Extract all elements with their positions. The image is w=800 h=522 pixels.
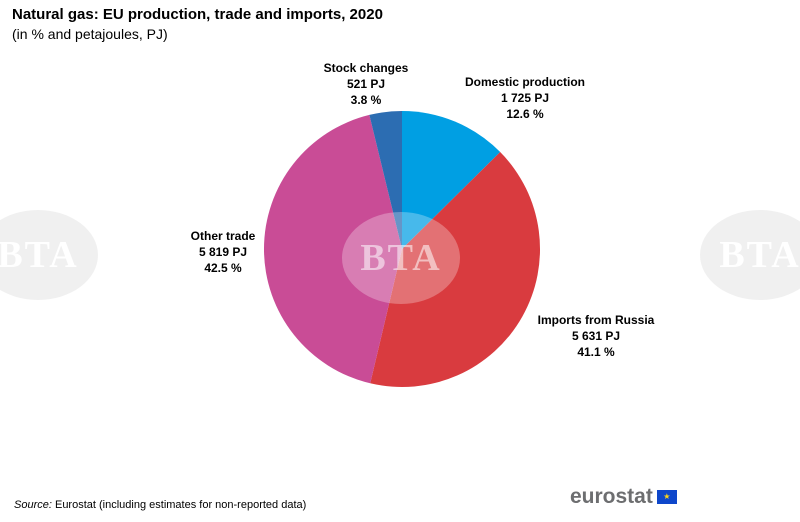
bta-watermark-right: BTA — [700, 210, 800, 300]
eurostat-logo: eurostat ★ — [570, 485, 677, 509]
pie-slice-other-trade — [263, 114, 402, 384]
chart-title: Natural gas: EU production, trade and im… — [12, 6, 383, 23]
source-note: Source: Eurostat (including estimates fo… — [14, 499, 307, 511]
eu-flag-icon: ★ — [656, 490, 677, 504]
label-other-trade: Other trade 5 819 PJ 42.5 % — [190, 229, 256, 275]
label-imports-from-russia: Imports from Russia 5 631 PJ 41.1 % — [537, 313, 655, 359]
label-stock-changes: Stock changes 521 PJ 3.8 % — [323, 61, 409, 107]
pie-slice-domestic-production — [402, 111, 501, 249]
pie-slice-stock-changes — [369, 111, 402, 249]
pie-slice-imports-from-russia — [370, 152, 541, 388]
bta-watermark-left: BTA — [0, 210, 98, 300]
label-domestic-production: Domestic production 1 725 PJ 12.6 % — [464, 75, 585, 121]
chart-subtitle: (in % and petajoules, PJ) — [12, 26, 168, 42]
